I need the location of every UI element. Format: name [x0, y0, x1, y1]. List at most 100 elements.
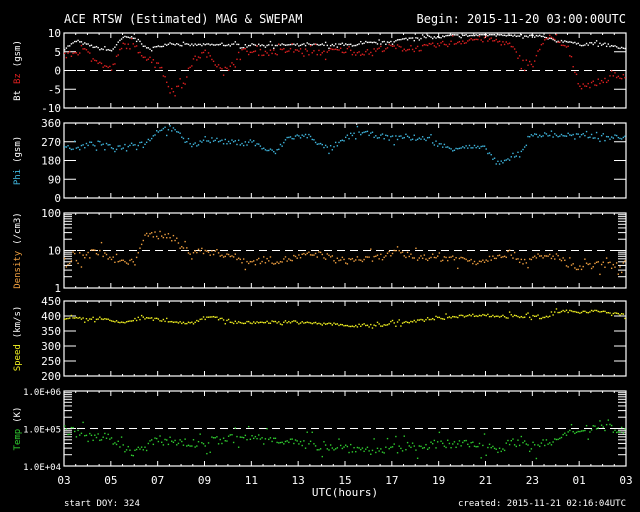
data-point-temp — [313, 443, 315, 445]
data-point-temp — [346, 445, 349, 448]
data-point-temp — [353, 447, 355, 449]
data-point-density — [505, 256, 507, 259]
x-tick-label: 09 — [198, 474, 211, 487]
data-point-speed — [564, 310, 566, 313]
data-point-bz — [620, 77, 623, 80]
data-point-temp — [361, 447, 364, 449]
data-point-speed — [421, 319, 424, 321]
data-point-bz — [370, 51, 372, 54]
data-point-bt — [129, 37, 131, 39]
data-point-phi — [261, 148, 263, 150]
data-point-bz — [624, 76, 626, 79]
data-point-speed — [336, 323, 339, 325]
data-point-speed — [555, 308, 558, 310]
data-point-bz — [513, 48, 516, 50]
data-point-temp — [84, 435, 86, 437]
data-point-density — [376, 254, 379, 256]
data-point-bz — [398, 45, 400, 48]
data-point-speed — [84, 321, 86, 323]
data-point-density — [261, 260, 263, 263]
data-point-temp — [416, 457, 419, 459]
data-point-bz — [411, 48, 414, 51]
data-point-temp — [400, 447, 402, 450]
data-point-phi — [365, 131, 367, 133]
data-point-temp — [438, 431, 441, 434]
data-point-bz — [584, 85, 586, 87]
data-point-bt — [236, 43, 238, 46]
data-point-speed — [197, 320, 200, 322]
data-point-bt — [395, 40, 397, 42]
data-point-density — [209, 254, 211, 256]
data-point-bt — [478, 34, 481, 36]
data-point-bz — [410, 45, 412, 47]
data-point-temp — [510, 440, 512, 442]
data-point-temp — [104, 432, 106, 435]
data-point-bz — [589, 86, 591, 89]
data-point-bt — [127, 36, 129, 38]
data-point-density — [159, 230, 161, 233]
data-point-phi — [166, 134, 168, 137]
data-point-bt — [480, 34, 482, 36]
data-point-bz — [549, 34, 551, 37]
data-point-density — [283, 258, 285, 260]
data-point-bz — [237, 51, 240, 54]
data-point-bt — [542, 35, 544, 38]
data-point-bt — [396, 39, 399, 41]
data-point-bz — [518, 55, 521, 57]
data-point-speed — [316, 323, 318, 325]
data-point-temp — [540, 442, 543, 444]
data-point-temp — [468, 445, 471, 448]
data-point-density — [254, 263, 257, 266]
x-tick-label: 23 — [526, 474, 539, 487]
data-point-phi — [80, 144, 83, 147]
data-point-temp — [186, 445, 188, 447]
data-point-bz — [341, 51, 344, 54]
data-point-temp — [191, 445, 193, 447]
data-point-speed — [580, 311, 583, 314]
data-point-bt — [574, 41, 576, 44]
data-point-speed — [620, 313, 623, 315]
y-tick-label: 270 — [41, 136, 61, 149]
data-point-speed — [569, 309, 571, 312]
data-point-speed — [167, 321, 170, 323]
data-point-density — [207, 251, 210, 253]
y-tick-label: 450 — [41, 295, 61, 308]
data-point-bt — [620, 46, 623, 49]
data-point-bz — [314, 43, 317, 46]
data-point-density — [624, 260, 626, 262]
y-axis-title-part: Density — [13, 250, 23, 289]
data-point-density — [599, 273, 601, 276]
data-point-temp — [436, 441, 439, 443]
data-point-bz — [289, 47, 292, 50]
data-point-phi — [100, 144, 103, 146]
data-point-speed — [468, 314, 471, 316]
data-point-temp — [132, 454, 134, 457]
data-point-bt — [89, 45, 91, 47]
data-point-bt — [535, 34, 538, 37]
data-point-density — [328, 254, 330, 257]
data-point-speed — [348, 325, 350, 328]
data-point-density — [274, 262, 277, 265]
data-point-speed — [530, 318, 533, 321]
data-point-bz — [416, 45, 419, 48]
data-point-density — [125, 262, 128, 264]
data-point-temp — [350, 443, 352, 446]
data-point-temp — [604, 429, 606, 432]
series-bz — [64, 34, 626, 97]
data-point-speed — [346, 324, 349, 327]
data-point-bt — [549, 37, 551, 39]
data-point-phi — [85, 142, 88, 145]
data-point-bt — [147, 47, 150, 49]
data-point-bt — [99, 48, 101, 51]
data-point-phi — [341, 139, 344, 141]
data-point-speed — [492, 314, 494, 317]
data-point-bz — [468, 39, 471, 41]
data-point-density — [366, 256, 369, 258]
data-point-speed — [482, 313, 484, 316]
data-point-bz — [345, 51, 347, 53]
data-point-temp — [341, 447, 344, 450]
data-point-bz — [227, 69, 230, 71]
data-point-temp — [569, 429, 571, 432]
data-point-bt — [540, 35, 543, 38]
